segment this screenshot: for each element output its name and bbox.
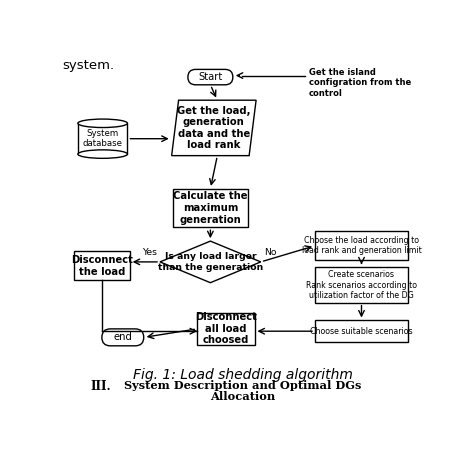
Text: Calculate the
maximum
generation: Calculate the maximum generation xyxy=(173,191,247,225)
Text: Allocation: Allocation xyxy=(210,391,275,402)
FancyBboxPatch shape xyxy=(78,123,128,154)
Text: No: No xyxy=(264,248,276,256)
Text: Choose the load according to
load rank and generation limit: Choose the load according to load rank a… xyxy=(301,236,421,256)
Text: Is any load larger
than the generation: Is any load larger than the generation xyxy=(158,252,263,272)
FancyBboxPatch shape xyxy=(315,231,408,261)
Ellipse shape xyxy=(78,119,128,127)
Text: Get the island
configration from the
control: Get the island configration from the con… xyxy=(309,68,411,98)
Text: Disconnect
the load: Disconnect the load xyxy=(71,255,133,277)
Ellipse shape xyxy=(78,150,128,158)
Text: end: end xyxy=(113,333,132,342)
FancyBboxPatch shape xyxy=(188,69,233,85)
Text: Fig. 1: Load shedding algorithm: Fig. 1: Load shedding algorithm xyxy=(133,368,353,382)
Polygon shape xyxy=(160,241,261,283)
FancyBboxPatch shape xyxy=(197,313,255,345)
Text: Yes: Yes xyxy=(142,248,157,256)
Text: Start: Start xyxy=(198,72,222,82)
Text: system.: system. xyxy=(63,58,115,72)
FancyBboxPatch shape xyxy=(173,189,247,227)
FancyBboxPatch shape xyxy=(102,329,144,346)
Text: Choose suitable scenarios: Choose suitable scenarios xyxy=(310,327,413,336)
Polygon shape xyxy=(172,100,256,156)
Text: System Description and Optimal DGs: System Description and Optimal DGs xyxy=(124,381,362,392)
Text: System
database: System database xyxy=(82,129,123,148)
FancyBboxPatch shape xyxy=(74,251,130,280)
Text: Disconnect
all load
choosed: Disconnect all load choosed xyxy=(195,312,257,346)
FancyBboxPatch shape xyxy=(315,320,408,342)
Text: III.: III. xyxy=(90,381,111,393)
FancyBboxPatch shape xyxy=(315,267,408,303)
Text: Create scenarios
Rank scenarios according to
utilization factor of the DG: Create scenarios Rank scenarios accordin… xyxy=(306,270,417,300)
Text: Get the load,
generation
data and the
load rank: Get the load, generation data and the lo… xyxy=(177,105,251,150)
